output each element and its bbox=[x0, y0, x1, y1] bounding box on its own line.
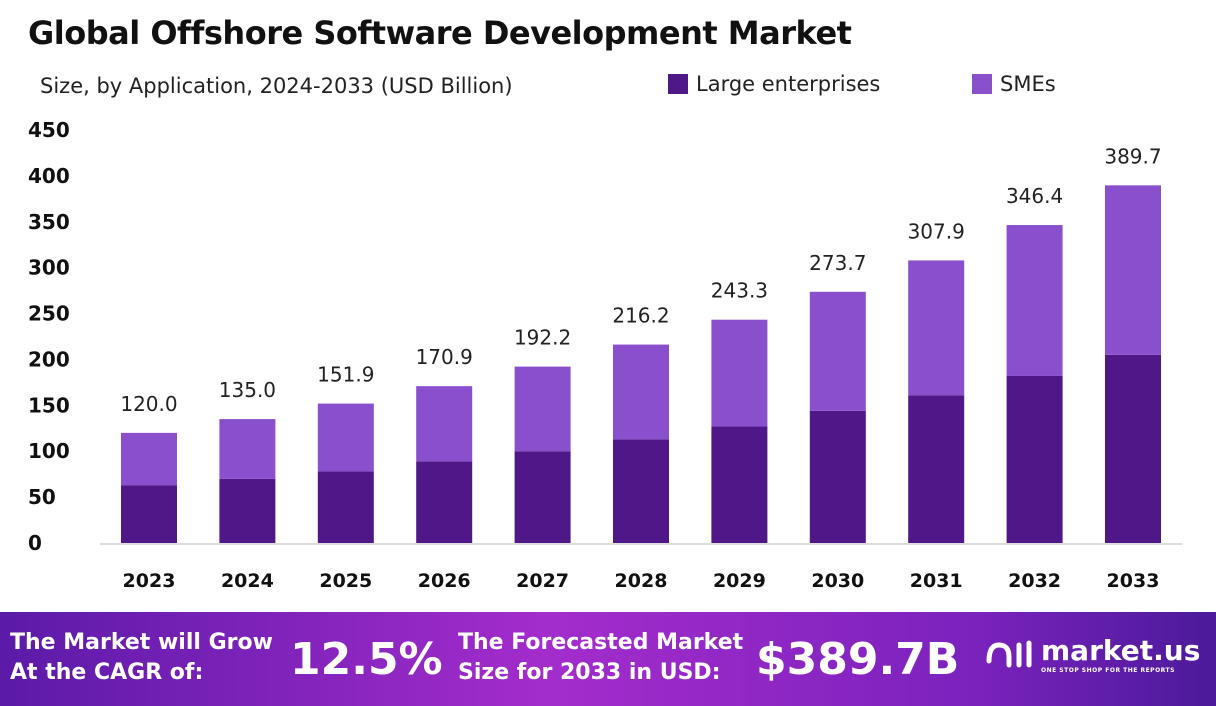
legend-large-enterprises: Large enterprises bbox=[668, 72, 880, 96]
bar-smes-2032 bbox=[1006, 225, 1063, 376]
bar-smes-2026 bbox=[416, 386, 473, 462]
legend-swatch bbox=[668, 74, 688, 94]
bar-smes-2030 bbox=[809, 291, 866, 411]
total-label-2032: 346.4 bbox=[1006, 184, 1063, 208]
bar-large-enterprises-2023 bbox=[121, 485, 177, 543]
x-tick-label: 2023 bbox=[123, 570, 176, 592]
total-label-2027: 192.2 bbox=[514, 326, 571, 350]
bar-large-enterprises-2029 bbox=[711, 426, 768, 543]
forecast-label: The Forecasted Market Size for 2033 in US… bbox=[458, 628, 743, 688]
bar-smes-2029 bbox=[711, 319, 768, 427]
total-label-2025: 151.9 bbox=[317, 363, 374, 387]
cagr-label-line: The Market will Grow bbox=[10, 630, 273, 655]
total-label-2033: 389.7 bbox=[1104, 144, 1161, 168]
bar-smes-2024 bbox=[219, 419, 276, 479]
bar-smes-2028 bbox=[613, 344, 669, 440]
x-tick-label: 2028 bbox=[615, 570, 668, 592]
x-tick-label: 2031 bbox=[910, 570, 963, 592]
legend-smes: SMEs bbox=[972, 72, 1056, 96]
y-tick-label: 50 bbox=[28, 485, 56, 509]
bar-large-enterprises-2032 bbox=[1006, 375, 1063, 543]
bar-large-enterprises-2024 bbox=[219, 478, 276, 543]
bar-large-enterprises-2033 bbox=[1105, 354, 1161, 543]
legend-swatch bbox=[972, 74, 992, 94]
bar-smes-2027 bbox=[514, 366, 571, 452]
forecast-label-line: Size for 2033 in USD: bbox=[458, 660, 721, 685]
y-tick-label: 300 bbox=[28, 256, 70, 280]
y-tick-label: 0 bbox=[28, 531, 42, 555]
y-tick-label: 100 bbox=[28, 439, 70, 463]
bar-large-enterprises-2030 bbox=[809, 410, 866, 543]
forecast-label-line: The Forecasted Market bbox=[458, 630, 744, 655]
y-tick-label: 450 bbox=[28, 118, 70, 142]
bar-smes-2031 bbox=[908, 260, 965, 396]
bar-smes-2033 bbox=[1105, 185, 1161, 355]
y-tick-label: 150 bbox=[28, 393, 70, 417]
market-us-logo: market.us ONE STOP SHOP FOR THE REPORTS bbox=[985, 634, 1200, 674]
y-tick-label: 200 bbox=[28, 347, 70, 371]
x-tick-label: 2032 bbox=[1008, 570, 1061, 592]
cagr-value: 12.5% bbox=[290, 634, 443, 685]
bar-smes-2025 bbox=[317, 403, 374, 472]
total-label-2024: 135.0 bbox=[219, 378, 276, 402]
x-tick-label: 2026 bbox=[418, 570, 471, 592]
total-label-2028: 216.2 bbox=[612, 304, 669, 328]
total-label-2023: 120.0 bbox=[120, 392, 177, 416]
x-tick-label: 2029 bbox=[713, 570, 766, 592]
x-tick-label: 2027 bbox=[516, 570, 569, 592]
y-tick-label: 400 bbox=[28, 164, 70, 188]
y-tick-label: 350 bbox=[28, 210, 70, 234]
bar-smes-2023 bbox=[121, 432, 177, 486]
logo-tagline: ONE STOP SHOP FOR THE REPORTS bbox=[1041, 667, 1175, 674]
bar-large-enterprises-2026 bbox=[416, 461, 473, 543]
x-tick-label: 2033 bbox=[1107, 570, 1160, 592]
y-tick-label: 250 bbox=[28, 302, 70, 326]
bar-chart: 0 50 100 150 200 250 300 350 400 450 120.0 2023 135.… bbox=[28, 118, 1182, 592]
total-label-2029: 243.3 bbox=[711, 279, 768, 303]
forecast-value: $389.7B bbox=[756, 634, 960, 685]
bar-large-enterprises-2031 bbox=[908, 395, 965, 543]
bar-large-enterprises-2025 bbox=[317, 471, 374, 543]
cagr-label-line: At the CAGR of: bbox=[10, 660, 204, 685]
footer-banner: The Market will Grow At the CAGR of: 12.5… bbox=[0, 612, 1216, 706]
total-label-2030: 273.7 bbox=[809, 251, 866, 275]
total-label-2031: 307.9 bbox=[908, 219, 965, 243]
market-us-logo-icon bbox=[986, 640, 1032, 668]
logo-text: market.us bbox=[1041, 634, 1201, 667]
legend-label: SMEs bbox=[1000, 72, 1056, 96]
chart-subtitle: Size, by Application, 2024-2033 (USD Bil… bbox=[40, 74, 513, 98]
bar-large-enterprises-2027 bbox=[514, 451, 571, 543]
total-label-2026: 170.9 bbox=[416, 345, 473, 369]
legend-label: Large enterprises bbox=[696, 72, 881, 96]
chart-title: Global Offshore Software Development Mar… bbox=[28, 14, 852, 52]
x-tick-label: 2025 bbox=[319, 570, 372, 592]
x-tick-label: 2030 bbox=[811, 570, 864, 592]
x-tick-label: 2024 bbox=[221, 570, 274, 592]
cagr-label: The Market will Grow At the CAGR of: bbox=[10, 628, 273, 688]
bar-large-enterprises-2028 bbox=[613, 439, 669, 543]
